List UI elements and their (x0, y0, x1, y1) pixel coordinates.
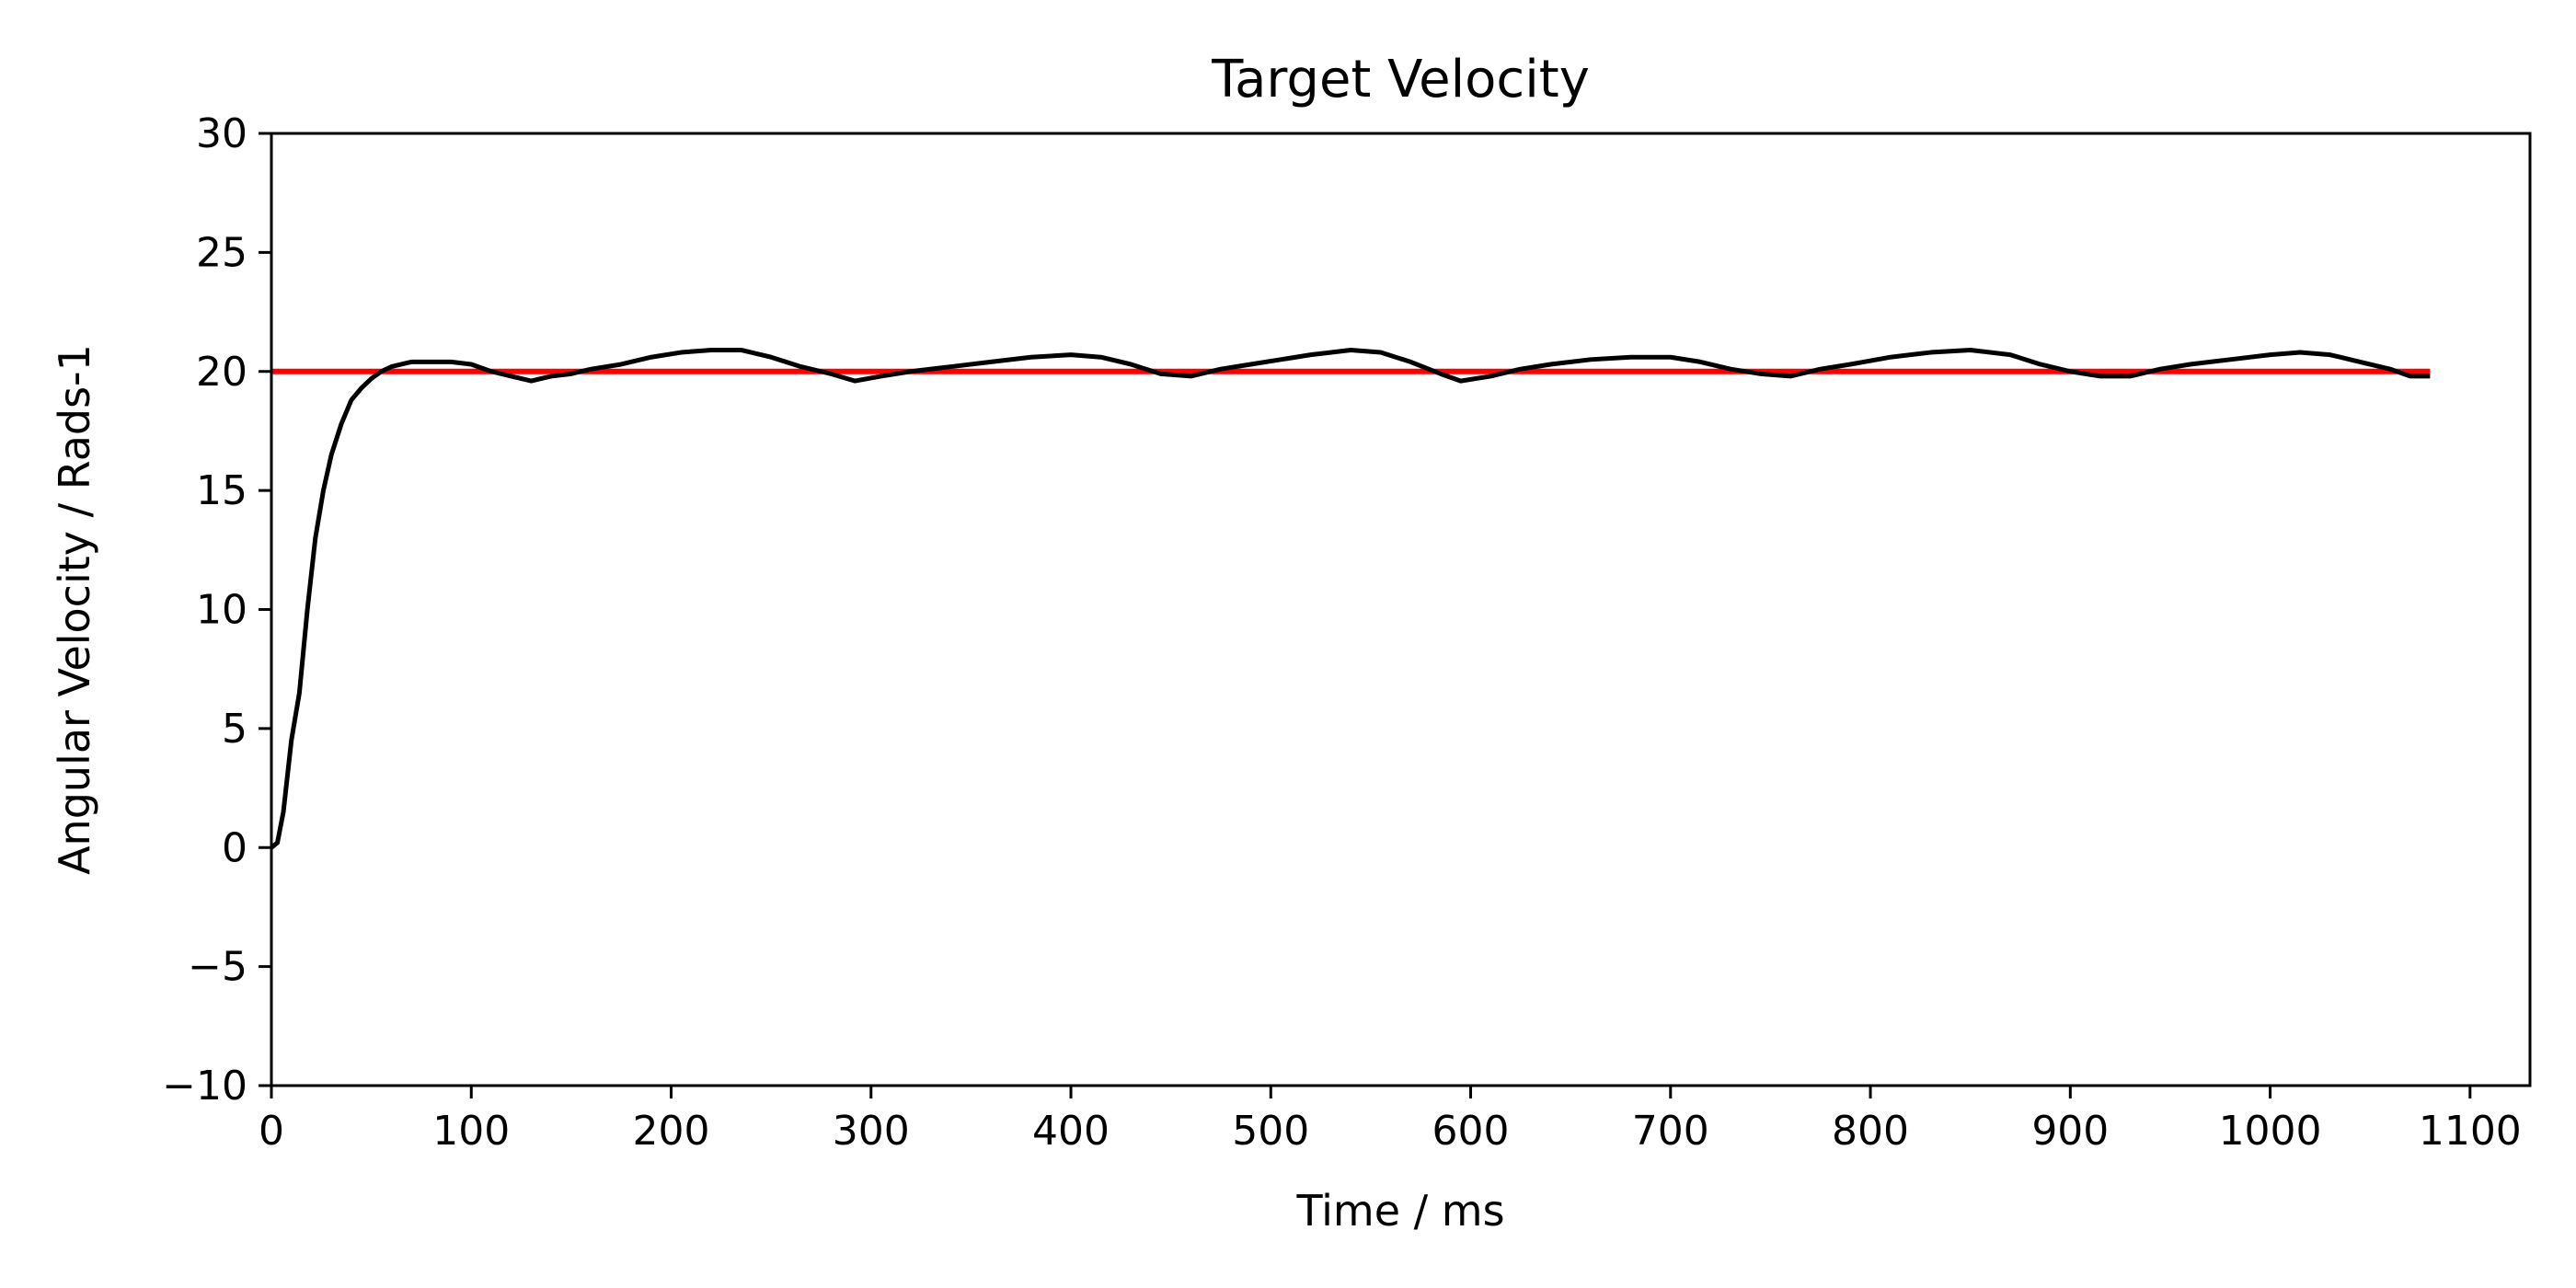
x-tick-label: 1000 (2219, 1108, 2322, 1155)
y-tick-label: −5 (188, 944, 247, 991)
y-tick-label: 5 (222, 706, 247, 753)
y-tick-label: 25 (196, 229, 247, 276)
x-tick-label: 0 (259, 1108, 284, 1155)
x-tick-label: 400 (1032, 1108, 1110, 1155)
y-tick-label: 10 (196, 587, 247, 634)
x-tick-label: 200 (633, 1108, 710, 1155)
y-tick-label: 15 (196, 467, 247, 514)
series-line-1 (270, 347, 2431, 850)
y-tick-label: −10 (162, 1063, 247, 1110)
x-tick-label: 800 (1832, 1108, 1909, 1155)
chart-title: Target Velocity (1211, 50, 1590, 109)
series-layer (270, 347, 2431, 850)
x-axis-ticks: 0 100 200 300 400 500 600 700 800 900 1000 1100 (259, 1086, 2522, 1155)
y-axis-title: Angular Velocity / Rads-1 (50, 344, 99, 875)
x-tick-label: 500 (1232, 1108, 1309, 1155)
x-tick-label: 1100 (2419, 1108, 2522, 1155)
x-tick-label: 700 (1632, 1108, 1709, 1155)
x-tick-label: 900 (2031, 1108, 2109, 1155)
y-tick-label: 20 (196, 349, 247, 396)
y-tick-label: 30 (196, 110, 247, 157)
x-axis-title: Time / ms (1295, 1186, 1504, 1236)
x-tick-label: 300 (833, 1108, 910, 1155)
y-tick-label: 0 (222, 824, 247, 871)
x-tick-label: 100 (432, 1108, 510, 1155)
y-axis-ticks: −10 −5 0 5 10 15 20 25 30 (162, 110, 271, 1110)
x-tick-label: 600 (1432, 1108, 1510, 1155)
